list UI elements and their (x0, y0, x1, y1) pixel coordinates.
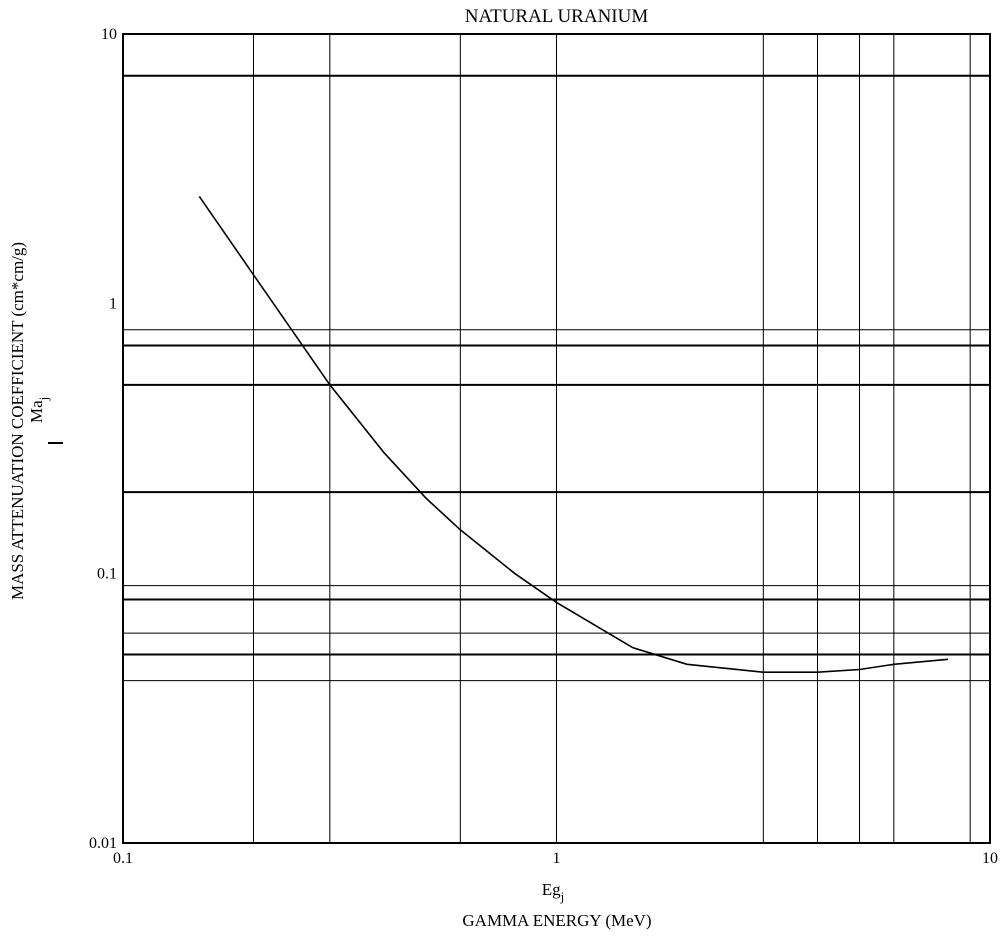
y-tick-label: 0.01 (89, 835, 117, 852)
x-tick-label: 1 (553, 850, 561, 867)
x-tick-label: 0.1 (113, 850, 133, 867)
attenuation-curve (198, 195, 949, 673)
x-axis-symbol-sub: j (560, 889, 565, 904)
y-axis-symbol-sub: j (36, 397, 51, 402)
y-axis-label-group: MASS ATTENUATION COEFFICIENT (cm*cm/g) M… (8, 242, 63, 600)
y-axis-symbol: Maj (27, 397, 51, 423)
y-axis-symbol-main: Ma (27, 400, 46, 423)
x-axis-symbol: Egj (542, 880, 565, 904)
plot-frame (122, 33, 991, 844)
x-axis-label: GAMMA ENERGY (MeV) (462, 911, 651, 930)
y-tick-label: 1 (109, 296, 117, 313)
y-tick-label: 10 (101, 26, 117, 43)
grid-lines (123, 34, 990, 843)
y-axis-label: MASS ATTENUATION COEFFICIENT (cm*cm/g) (8, 242, 27, 600)
x-tick-label: 10 (982, 850, 998, 867)
y-tick-label: 0.1 (97, 565, 117, 582)
x-axis-symbol-main: Eg (542, 880, 561, 899)
chart-title: NATURAL URANIUM (465, 6, 649, 27)
